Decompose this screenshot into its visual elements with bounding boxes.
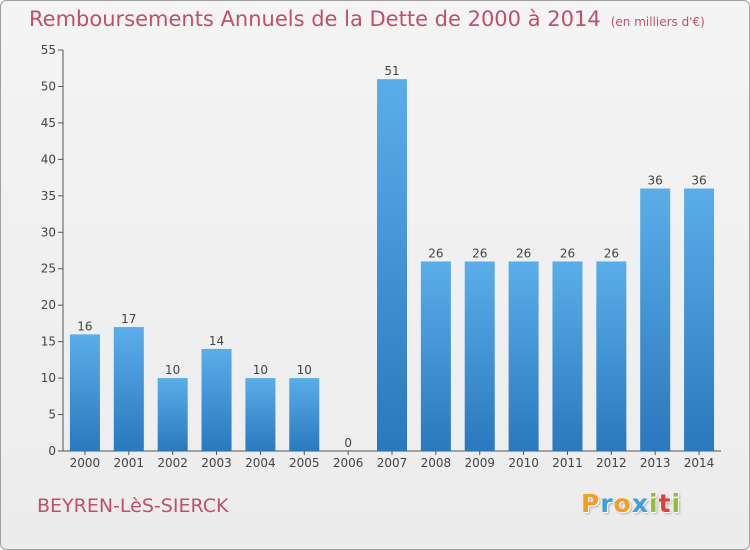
x-tick-label: 2014 [684, 456, 715, 470]
y-tick-label: 15 [41, 335, 56, 349]
x-tick-label: 2008 [421, 456, 452, 470]
bar-2011 [552, 261, 583, 451]
bar-2003 [201, 348, 232, 451]
commune-name: BEYREN-LèS-SIERCK [37, 495, 229, 517]
x-tick-label: 2009 [464, 456, 495, 470]
data-label-2005: 10 [297, 363, 312, 377]
chart-title-text: Remboursements Annuels de la Dette de 20… [29, 7, 601, 31]
x-tick-label: 2000 [70, 456, 101, 470]
data-label-2000: 16 [77, 319, 92, 333]
bar-2010 [508, 261, 539, 451]
x-tick-label: 2002 [157, 456, 188, 470]
bar-2000 [69, 334, 100, 451]
y-tick-label: 45 [41, 116, 56, 130]
bar-2008 [420, 261, 451, 451]
logo-letter: r [600, 489, 614, 518]
bar-2002 [157, 378, 188, 451]
y-tick-label: 30 [41, 225, 56, 239]
data-label-2006: 0 [344, 436, 352, 450]
bars: 16 17 10 14 10 10 0 51 26 26 26 26 26 36 36 [69, 64, 715, 451]
data-label-2008: 26 [428, 246, 443, 260]
y-tick-label: 0 [48, 444, 56, 458]
data-label-2011: 26 [560, 246, 575, 260]
data-label-2009: 26 [472, 246, 487, 260]
bar-2013 [640, 188, 671, 451]
logo-letter: x [631, 489, 649, 518]
logo-letter: i [649, 489, 659, 518]
bar-2001 [113, 327, 144, 451]
chart-subtitle: (en milliers d'€) [610, 15, 705, 29]
x-tick-label: 2004 [245, 456, 276, 470]
y-tick-label: 55 [41, 43, 56, 57]
data-label-2013: 36 [648, 174, 663, 188]
data-label-2003: 14 [209, 334, 224, 348]
bar-2004 [245, 378, 276, 451]
x-tick-label: 2005 [289, 456, 320, 470]
y-tick-label: 50 [41, 79, 56, 93]
x-tick-label: 2013 [640, 456, 671, 470]
x-tick-label: 2007 [377, 456, 408, 470]
data-label-2004: 10 [253, 363, 268, 377]
data-label-2007: 51 [384, 64, 399, 78]
y-tick-label: 5 [48, 408, 56, 422]
logo-letter: i [671, 489, 682, 518]
bar-2007 [377, 79, 407, 451]
data-label-2002: 10 [165, 363, 180, 377]
x-tick-label: 2012 [596, 456, 627, 470]
y-tick-label: 40 [41, 152, 56, 166]
y-tick-label: 35 [41, 189, 56, 203]
logo-letter: o [613, 489, 632, 518]
x-tick-label: 2001 [114, 456, 145, 470]
data-label-2010: 26 [516, 246, 531, 260]
proxiti-logo[interactable]: Proxiti [581, 489, 681, 518]
bar-2012 [596, 261, 627, 451]
data-label-2001: 17 [121, 312, 136, 326]
data-label-2014: 36 [691, 174, 706, 188]
x-tick-label: 2003 [201, 456, 232, 470]
bar-2009 [464, 261, 495, 451]
y-tick-label: 10 [41, 371, 56, 385]
y-tick-label: 25 [41, 262, 56, 276]
bar-2005 [289, 378, 320, 451]
data-label-2012: 26 [604, 246, 619, 260]
chart-title: Remboursements Annuels de la Dette de 20… [29, 7, 705, 31]
bar-2014 [684, 188, 715, 451]
logo-letter: P [581, 489, 601, 518]
y-tick-label: 20 [41, 298, 56, 312]
logo-letter: t [658, 489, 672, 518]
x-tick-label: 2010 [508, 456, 539, 470]
x-tick-label: 2011 [552, 456, 583, 470]
x-tick-label: 2006 [333, 456, 364, 470]
